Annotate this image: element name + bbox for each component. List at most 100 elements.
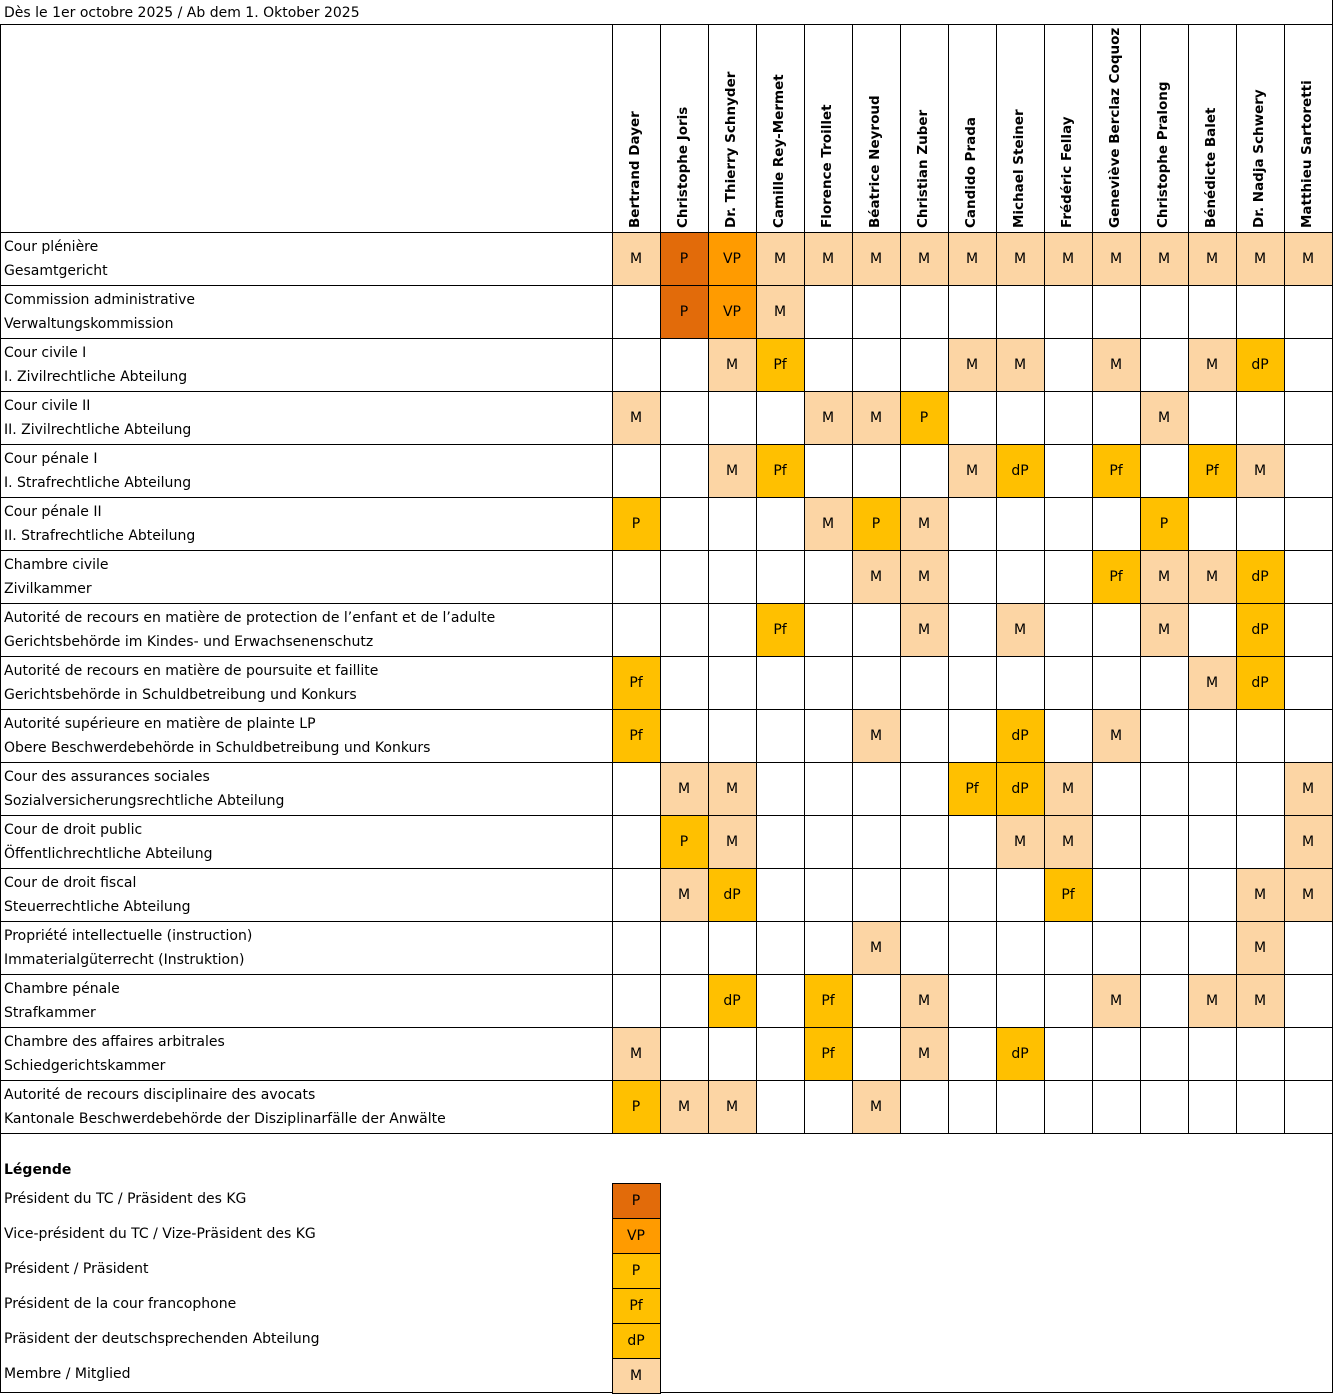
grid-line bbox=[996, 24, 997, 1133]
legend-label: Membre / Mitglied bbox=[4, 1366, 131, 1382]
row-label-de: Gesamtgericht bbox=[4, 263, 108, 279]
judge-header: Christian Zuber bbox=[915, 109, 931, 228]
role-cell: M bbox=[756, 285, 804, 338]
judge-header: Florence Troillet bbox=[819, 104, 835, 228]
grid-line bbox=[0, 1133, 1333, 1134]
role-cell: M bbox=[900, 974, 948, 1027]
role-cell: M bbox=[852, 1080, 900, 1133]
role-cell: M bbox=[1236, 444, 1284, 497]
role-cell: M bbox=[900, 497, 948, 550]
role-cell: M bbox=[1188, 550, 1236, 603]
row-label-fr: Cour de droit public bbox=[4, 822, 143, 838]
judge-header: Candido Prada bbox=[963, 117, 979, 228]
role-cell: dP bbox=[996, 709, 1044, 762]
row-label-de: Zivilkammer bbox=[4, 581, 92, 597]
role-cell: M bbox=[708, 762, 756, 815]
role-cell: M bbox=[1188, 656, 1236, 709]
grid-line bbox=[612, 1358, 661, 1359]
role-cell: VP bbox=[708, 232, 756, 285]
grid-line bbox=[0, 24, 1333, 25]
role-cell: dP bbox=[1236, 550, 1284, 603]
legend-label: Président de la cour francophone bbox=[4, 1296, 237, 1312]
role-cell: M bbox=[660, 1080, 708, 1133]
role-cell: M bbox=[948, 338, 996, 391]
grid-line bbox=[804, 24, 805, 1133]
role-cell: Pf bbox=[948, 762, 996, 815]
grid-line bbox=[0, 338, 1333, 339]
role-cell: M bbox=[804, 497, 852, 550]
role-cell: M bbox=[1284, 815, 1332, 868]
role-cell: M bbox=[660, 762, 708, 815]
grid-line bbox=[1044, 24, 1045, 1133]
role-cell: M bbox=[1284, 232, 1332, 285]
row-label-fr: Cour pénale II bbox=[4, 504, 102, 520]
role-cell: M bbox=[708, 444, 756, 497]
role-cell: M bbox=[1188, 232, 1236, 285]
row-label-de: Verwaltungskommission bbox=[4, 316, 174, 332]
judge-header: Dr. Nadja Schwery bbox=[1251, 89, 1267, 228]
grid-line bbox=[0, 921, 1333, 922]
legend-label: Präsident der deutschsprechenden Abteilu… bbox=[4, 1331, 320, 1347]
grid-line bbox=[0, 444, 1333, 445]
row-label-fr: Autorité de recours en matière de protec… bbox=[4, 610, 496, 626]
judge-header: Christophe Pralong bbox=[1155, 81, 1171, 228]
row-label-de: I. Strafrechtliche Abteilung bbox=[4, 475, 192, 491]
role-cell: P bbox=[660, 232, 708, 285]
legend-swatch: VP bbox=[612, 1218, 660, 1253]
grid-line bbox=[0, 815, 1333, 816]
role-cell: M bbox=[1140, 391, 1188, 444]
grid-line bbox=[852, 24, 853, 1133]
role-cell: M bbox=[852, 709, 900, 762]
role-cell: Pf bbox=[756, 338, 804, 391]
page-title: Dès le 1er octobre 2025 / Ab dem 1. Okto… bbox=[4, 5, 360, 21]
row-label-fr: Propriété intellectuelle (instruction) bbox=[4, 928, 253, 944]
role-cell: M bbox=[1044, 762, 1092, 815]
grid-line bbox=[948, 24, 949, 1133]
judge-header: Bénédicte Balet bbox=[1203, 107, 1219, 228]
legend-swatch: Pf bbox=[612, 1288, 660, 1323]
grid-line bbox=[1140, 24, 1141, 1133]
role-cell: M bbox=[1092, 974, 1140, 1027]
role-cell: Pf bbox=[804, 1027, 852, 1080]
row-label-de: Sozialversicherungsrechtliche Abteilung bbox=[4, 793, 285, 809]
judge-header: Geneviève Berclaz Coquoz bbox=[1107, 27, 1123, 228]
row-label-fr: Cour civile II bbox=[4, 398, 91, 414]
grid-line bbox=[612, 1253, 661, 1254]
role-cell: Pf bbox=[756, 603, 804, 656]
legend-label: Président / Präsident bbox=[4, 1261, 149, 1277]
row-label-de: I. Zivilrechtliche Abteilung bbox=[4, 369, 188, 385]
grid-line bbox=[0, 1133, 1, 1392]
row-label-de: Kantonale Beschwerdebehörde der Diszipli… bbox=[4, 1111, 446, 1127]
row-label-de: Steuerrechtliche Abteilung bbox=[4, 899, 191, 915]
role-cell: dP bbox=[1236, 603, 1284, 656]
grid-line bbox=[0, 656, 1333, 657]
grid-line bbox=[0, 24, 1, 1133]
row-label-fr: Cour civile I bbox=[4, 345, 87, 361]
grid-line bbox=[708, 24, 709, 1133]
role-cell: dP bbox=[708, 868, 756, 921]
role-cell: VP bbox=[708, 285, 756, 338]
role-cell: M bbox=[708, 1080, 756, 1133]
row-label-fr: Commission administrative bbox=[4, 292, 196, 308]
row-label-fr: Chambre civile bbox=[4, 557, 109, 573]
role-cell: M bbox=[756, 232, 804, 285]
role-cell: Pf bbox=[804, 974, 852, 1027]
role-cell: M bbox=[708, 338, 756, 391]
role-cell: M bbox=[852, 391, 900, 444]
role-cell: P bbox=[900, 391, 948, 444]
grid-line bbox=[1236, 24, 1237, 1133]
grid-line bbox=[0, 868, 1333, 869]
role-cell: M bbox=[660, 868, 708, 921]
judge-header: Camille Rey-Mermet bbox=[771, 74, 787, 228]
role-cell: M bbox=[804, 391, 852, 444]
role-cell: M bbox=[1188, 338, 1236, 391]
role-cell: M bbox=[996, 338, 1044, 391]
judge-header: Michael Steiner bbox=[1011, 109, 1027, 228]
grid-line bbox=[0, 1027, 1333, 1028]
row-label-fr: Autorité de recours disciplinaire des av… bbox=[4, 1087, 316, 1103]
row-label-de: Immaterialgüterrecht (Instruktion) bbox=[4, 952, 245, 968]
role-cell: M bbox=[708, 815, 756, 868]
grid-line bbox=[0, 285, 1333, 286]
grid-line bbox=[660, 24, 661, 1133]
